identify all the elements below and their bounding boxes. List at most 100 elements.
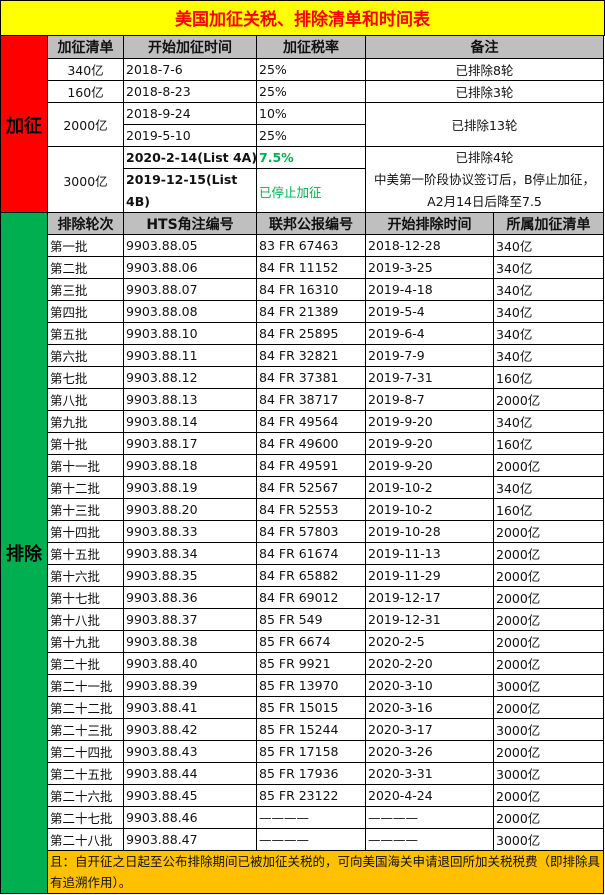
exclusion-row: 第十三批 9903.88.20 84 FR 52553 2019-10-2 160亿	[1, 498, 604, 521]
note-cell: 已排除8轮	[365, 58, 604, 81]
hts-cell: 9903.88.08	[123, 300, 257, 323]
list-cell: 2000亿	[47, 102, 124, 147]
list-cell: 2000亿	[493, 630, 604, 653]
hts-cell: 9903.88.10	[123, 322, 257, 345]
tariff-row: 160亿 2018-8-23 25% 已排除3轮	[1, 80, 604, 103]
page-title: 美国加征关税、排除清单和时间表	[0, 0, 605, 36]
fr-cell: ————	[256, 806, 366, 829]
fr-cell: ————	[256, 828, 366, 851]
header-note: 备注	[365, 35, 604, 59]
date-cell: 2019-8-7	[365, 388, 494, 411]
exclusion-side-label: 排除	[0, 212, 48, 894]
tariff-table: 加征 加征清单 开始加征时间 加征税率 备注 340亿 2018-7-6 25%…	[0, 35, 604, 214]
list-cell: 340亿	[493, 256, 604, 279]
fr-cell: 84 FR 38717	[256, 388, 366, 411]
list-cell: 160亿	[493, 432, 604, 455]
rate-cell: 25%	[256, 58, 366, 81]
date-cell: 2020-2-14(List 4A)	[123, 146, 257, 169]
date-cell: 2020-2-20	[365, 652, 494, 675]
date-cell: 2020-3-31	[365, 762, 494, 785]
date-cell: 2019-5-10	[123, 124, 257, 147]
round-cell: 第一批	[47, 234, 124, 257]
tariff-row: 3000亿 2020-2-14(List 4A) 7.5% 已排除4轮 中美第一…	[1, 146, 604, 214]
fr-cell: 84 FR 57803	[256, 520, 366, 543]
hts-cell: 9903.88.37	[123, 608, 257, 631]
round-cell: 第二十批	[47, 652, 124, 675]
date-cell: 2018-12-28	[365, 234, 494, 257]
exclusion-row: 第二批 9903.88.06 84 FR 11152 2019-3-25 340亿	[1, 256, 604, 279]
fr-cell: 85 FR 15244	[256, 718, 366, 741]
note-cell: 已排除13轮	[365, 102, 604, 147]
date-cell: 2018-8-23	[123, 80, 257, 103]
date-cell: 2019-11-29	[365, 564, 494, 587]
date-cell: 2019-11-13	[365, 542, 494, 565]
date-cell: 2019-10-2	[365, 498, 494, 521]
list-cell: 340亿	[47, 58, 124, 81]
list-cell: 2000亿	[493, 564, 604, 587]
exclusion-row: 第八批 9903.88.13 84 FR 38717 2019-8-7 2000亿	[1, 388, 604, 411]
list-cell: 340亿	[493, 322, 604, 345]
date-cell: 2019-9-20	[365, 454, 494, 477]
hts-cell: 9903.88.44	[123, 762, 257, 785]
date-cell: 2018-9-24	[123, 102, 257, 125]
round-cell: 第七批	[47, 366, 124, 389]
rate-cell: 25%	[256, 124, 366, 147]
hts-cell: 9903.88.36	[123, 586, 257, 609]
list-cell: 340亿	[493, 476, 604, 499]
round-cell: 第十九批	[47, 630, 124, 653]
date-cell: 2019-6-4	[365, 322, 494, 345]
date-cell: 2020-4-24	[365, 784, 494, 807]
hts-cell: 9903.88.18	[123, 454, 257, 477]
exclusion-row: 第二十八批 9903.88.47 ———— ———— 3000亿	[1, 828, 604, 851]
exclusion-row: 第九批 9903.88.14 84 FR 49564 2019-9-20 340亿	[1, 410, 604, 433]
fr-cell: 84 FR 52553	[256, 498, 366, 521]
exclusion-row: 第四批 9903.88.08 84 FR 21389 2019-5-4 340亿	[1, 300, 604, 323]
tariff-row: 2000亿 2018-9-24 10% 已排除13轮	[1, 102, 604, 147]
note-cell: 已排除4轮 中美第一阶段协议签订后，B停止加征，A2月14日后降至7.5	[365, 146, 604, 214]
date-cell: 2019-5-4	[365, 300, 494, 323]
date-cell: 2019-10-28	[365, 520, 494, 543]
round-cell: 第六批	[47, 344, 124, 367]
list-cell: 3000亿	[493, 762, 604, 785]
hts-cell: 9903.88.45	[123, 784, 257, 807]
list-cell: 2000亿	[493, 454, 604, 477]
list-cell: 2000亿	[493, 542, 604, 565]
hts-cell: 9903.88.41	[123, 696, 257, 719]
exclusion-row: 第十批 9903.88.17 84 FR 49600 2019-9-20 160亿	[1, 432, 604, 455]
exclusion-row: 第二十一批 9903.88.39 85 FR 13970 2020-3-10 3000亿	[1, 674, 604, 697]
date-cell: 2019-7-31	[365, 366, 494, 389]
list-cell: 3000亿	[493, 828, 604, 851]
date-cell: 2019-9-20	[365, 410, 494, 433]
exclusion-row: 第二十二批 9903.88.41 85 FR 15015 2020-3-16 2000亿	[1, 696, 604, 719]
round-cell: 第二十五批	[47, 762, 124, 785]
list-cell: 3000亿	[493, 674, 604, 697]
exclusion-row: 第十四批 9903.88.33 84 FR 57803 2019-10-28 2000亿	[1, 520, 604, 543]
list-cell: 340亿	[493, 410, 604, 433]
exclusion-row: 第十七批 9903.88.36 84 FR 69012 2019-12-17 2000亿	[1, 586, 604, 609]
exclusion-row: 第五批 9903.88.10 84 FR 25895 2019-6-4 340亿	[1, 322, 604, 345]
round-cell: 第二十六批	[47, 784, 124, 807]
fr-cell: 84 FR 61674	[256, 542, 366, 565]
round-cell: 第十二批	[47, 476, 124, 499]
list-cell: 2000亿	[493, 520, 604, 543]
round-cell: 第十八批	[47, 608, 124, 631]
list-cell: 2000亿	[493, 608, 604, 631]
list-cell: 3000亿	[47, 146, 124, 214]
fr-cell: 84 FR 49564	[256, 410, 366, 433]
exclusion-row: 第十二批 9903.88.19 84 FR 52567 2019-10-2 340亿	[1, 476, 604, 499]
list-cell: 340亿	[493, 278, 604, 301]
round-cell: 第三批	[47, 278, 124, 301]
exclusion-row: 第二十六批 9903.88.45 85 FR 23122 2020-4-24 2000亿	[1, 784, 604, 807]
list-cell: 340亿	[493, 300, 604, 323]
round-cell: 第二十四批	[47, 740, 124, 763]
date-cell: ————	[365, 806, 494, 829]
rate-cell: 已停止加征	[256, 168, 366, 214]
exclusion-row: 第二十四批 9903.88.43 85 FR 17158 2020-3-26 2000亿	[1, 740, 604, 763]
fr-cell: 85 FR 6674	[256, 630, 366, 653]
list-cell: 2000亿	[493, 586, 604, 609]
hts-cell: 9903.88.14	[123, 410, 257, 433]
fr-cell: 84 FR 16310	[256, 278, 366, 301]
exclusion-row: 第三批 9903.88.07 84 FR 16310 2019-4-18 340亿	[1, 278, 604, 301]
fr-cell: 84 FR 21389	[256, 300, 366, 323]
